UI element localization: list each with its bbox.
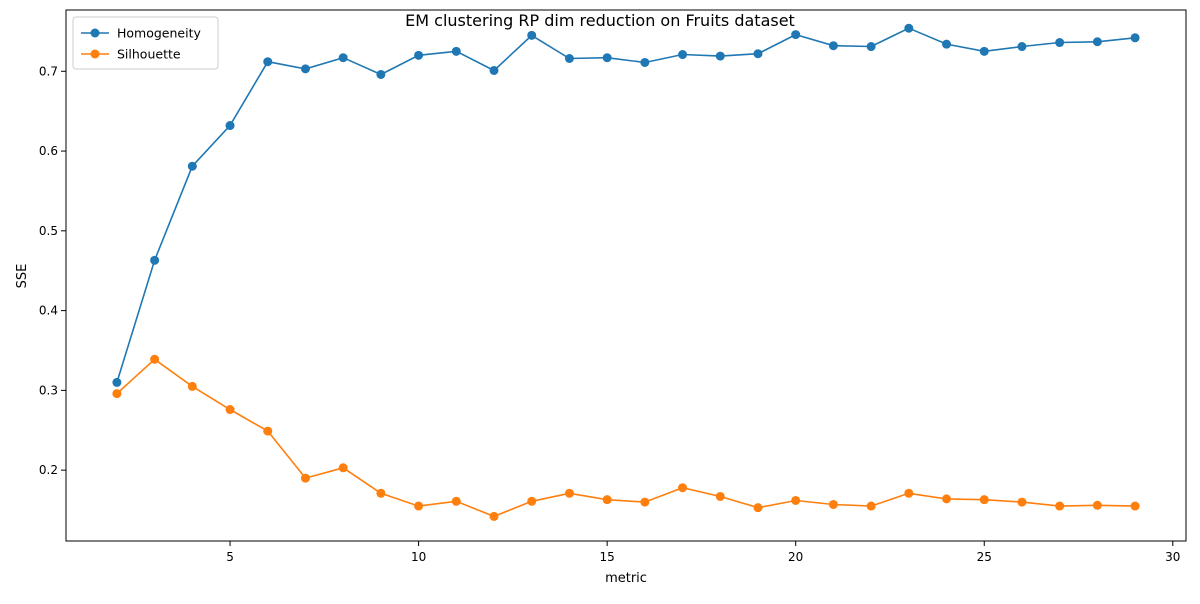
data-point <box>640 497 650 507</box>
data-point <box>942 39 952 49</box>
data-point <box>715 491 725 501</box>
data-point <box>904 488 914 498</box>
data-point <box>791 495 801 505</box>
data-point <box>564 488 574 498</box>
y-tick-label: 0.3 <box>39 383 58 397</box>
legend: Homogeneity Silhouette <box>72 16 219 70</box>
data-point <box>150 255 160 265</box>
legend-marker <box>90 49 100 59</box>
plot-area <box>112 23 1140 521</box>
data-point <box>564 54 574 64</box>
data-point <box>1017 497 1027 507</box>
data-point <box>942 494 952 504</box>
data-point <box>112 389 122 399</box>
data-point <box>489 65 499 75</box>
chart-title: EM clustering RP dim reduction on Fruits… <box>405 11 795 30</box>
data-point <box>1092 37 1102 47</box>
data-point <box>828 41 838 51</box>
data-point <box>1055 38 1065 48</box>
data-point <box>187 381 197 391</box>
data-point <box>338 463 348 473</box>
x-tick-label: 5 <box>226 550 234 564</box>
x-tick-label: 25 <box>977 550 992 564</box>
data-point <box>527 30 537 40</box>
data-point <box>1017 42 1027 52</box>
data-point <box>451 46 461 56</box>
legend-label: Homogeneity <box>117 26 201 41</box>
data-point <box>602 495 612 505</box>
y-tick-label: 0.7 <box>39 64 58 78</box>
data-point <box>866 501 876 511</box>
data-point <box>791 30 801 40</box>
series-line-homogeneity <box>116 27 1136 383</box>
plot-frame <box>65 9 1187 542</box>
legend-marker <box>90 28 100 38</box>
data-point <box>602 53 612 63</box>
data-point <box>414 50 424 60</box>
data-point <box>1130 33 1140 43</box>
data-point <box>904 23 914 33</box>
data-point <box>300 64 310 74</box>
data-point <box>451 496 461 506</box>
data-point <box>225 405 235 415</box>
x-tick-label: 10 <box>411 550 426 564</box>
data-point <box>300 473 310 483</box>
y-tick-label: 0.5 <box>39 224 58 238</box>
data-point <box>678 483 688 493</box>
x-tick-label: 15 <box>600 550 615 564</box>
data-point <box>376 488 386 498</box>
data-point <box>1130 501 1140 511</box>
data-point <box>678 50 688 60</box>
data-point <box>979 495 989 505</box>
x-tick-label: 30 <box>1165 550 1180 564</box>
y-axis-label: SSE <box>15 264 30 289</box>
data-point <box>112 377 122 387</box>
data-point <box>376 69 386 79</box>
data-point <box>414 501 424 511</box>
data-point <box>225 121 235 131</box>
data-point <box>263 57 273 67</box>
data-point <box>187 161 197 171</box>
data-point <box>979 46 989 56</box>
y-tick-label: 0.2 <box>39 463 58 477</box>
data-point <box>1092 500 1102 510</box>
y-tick-label: 0.6 <box>39 144 58 158</box>
data-point <box>489 511 499 521</box>
data-point <box>715 51 725 61</box>
y-axis-ticks: 0.2 0.3 0.4 0.5 0.6 0.7 <box>39 64 66 477</box>
x-tick-label: 20 <box>788 550 803 564</box>
data-point <box>866 42 876 52</box>
legend-box <box>72 16 219 70</box>
y-tick-label: 0.4 <box>39 304 58 318</box>
x-axis-ticks: 5 10 15 20 25 30 <box>226 541 1180 564</box>
data-point <box>150 354 160 364</box>
data-point <box>753 49 763 59</box>
legend-label: Silhouette <box>117 47 181 62</box>
series-line-silhouette <box>116 358 1136 518</box>
data-point <box>753 503 763 513</box>
x-axis-label: metric <box>605 571 647 586</box>
data-point <box>828 499 838 509</box>
data-point <box>338 53 348 63</box>
data-point <box>640 57 650 67</box>
data-point <box>1055 501 1065 511</box>
data-point <box>527 496 537 506</box>
data-point <box>263 426 273 436</box>
